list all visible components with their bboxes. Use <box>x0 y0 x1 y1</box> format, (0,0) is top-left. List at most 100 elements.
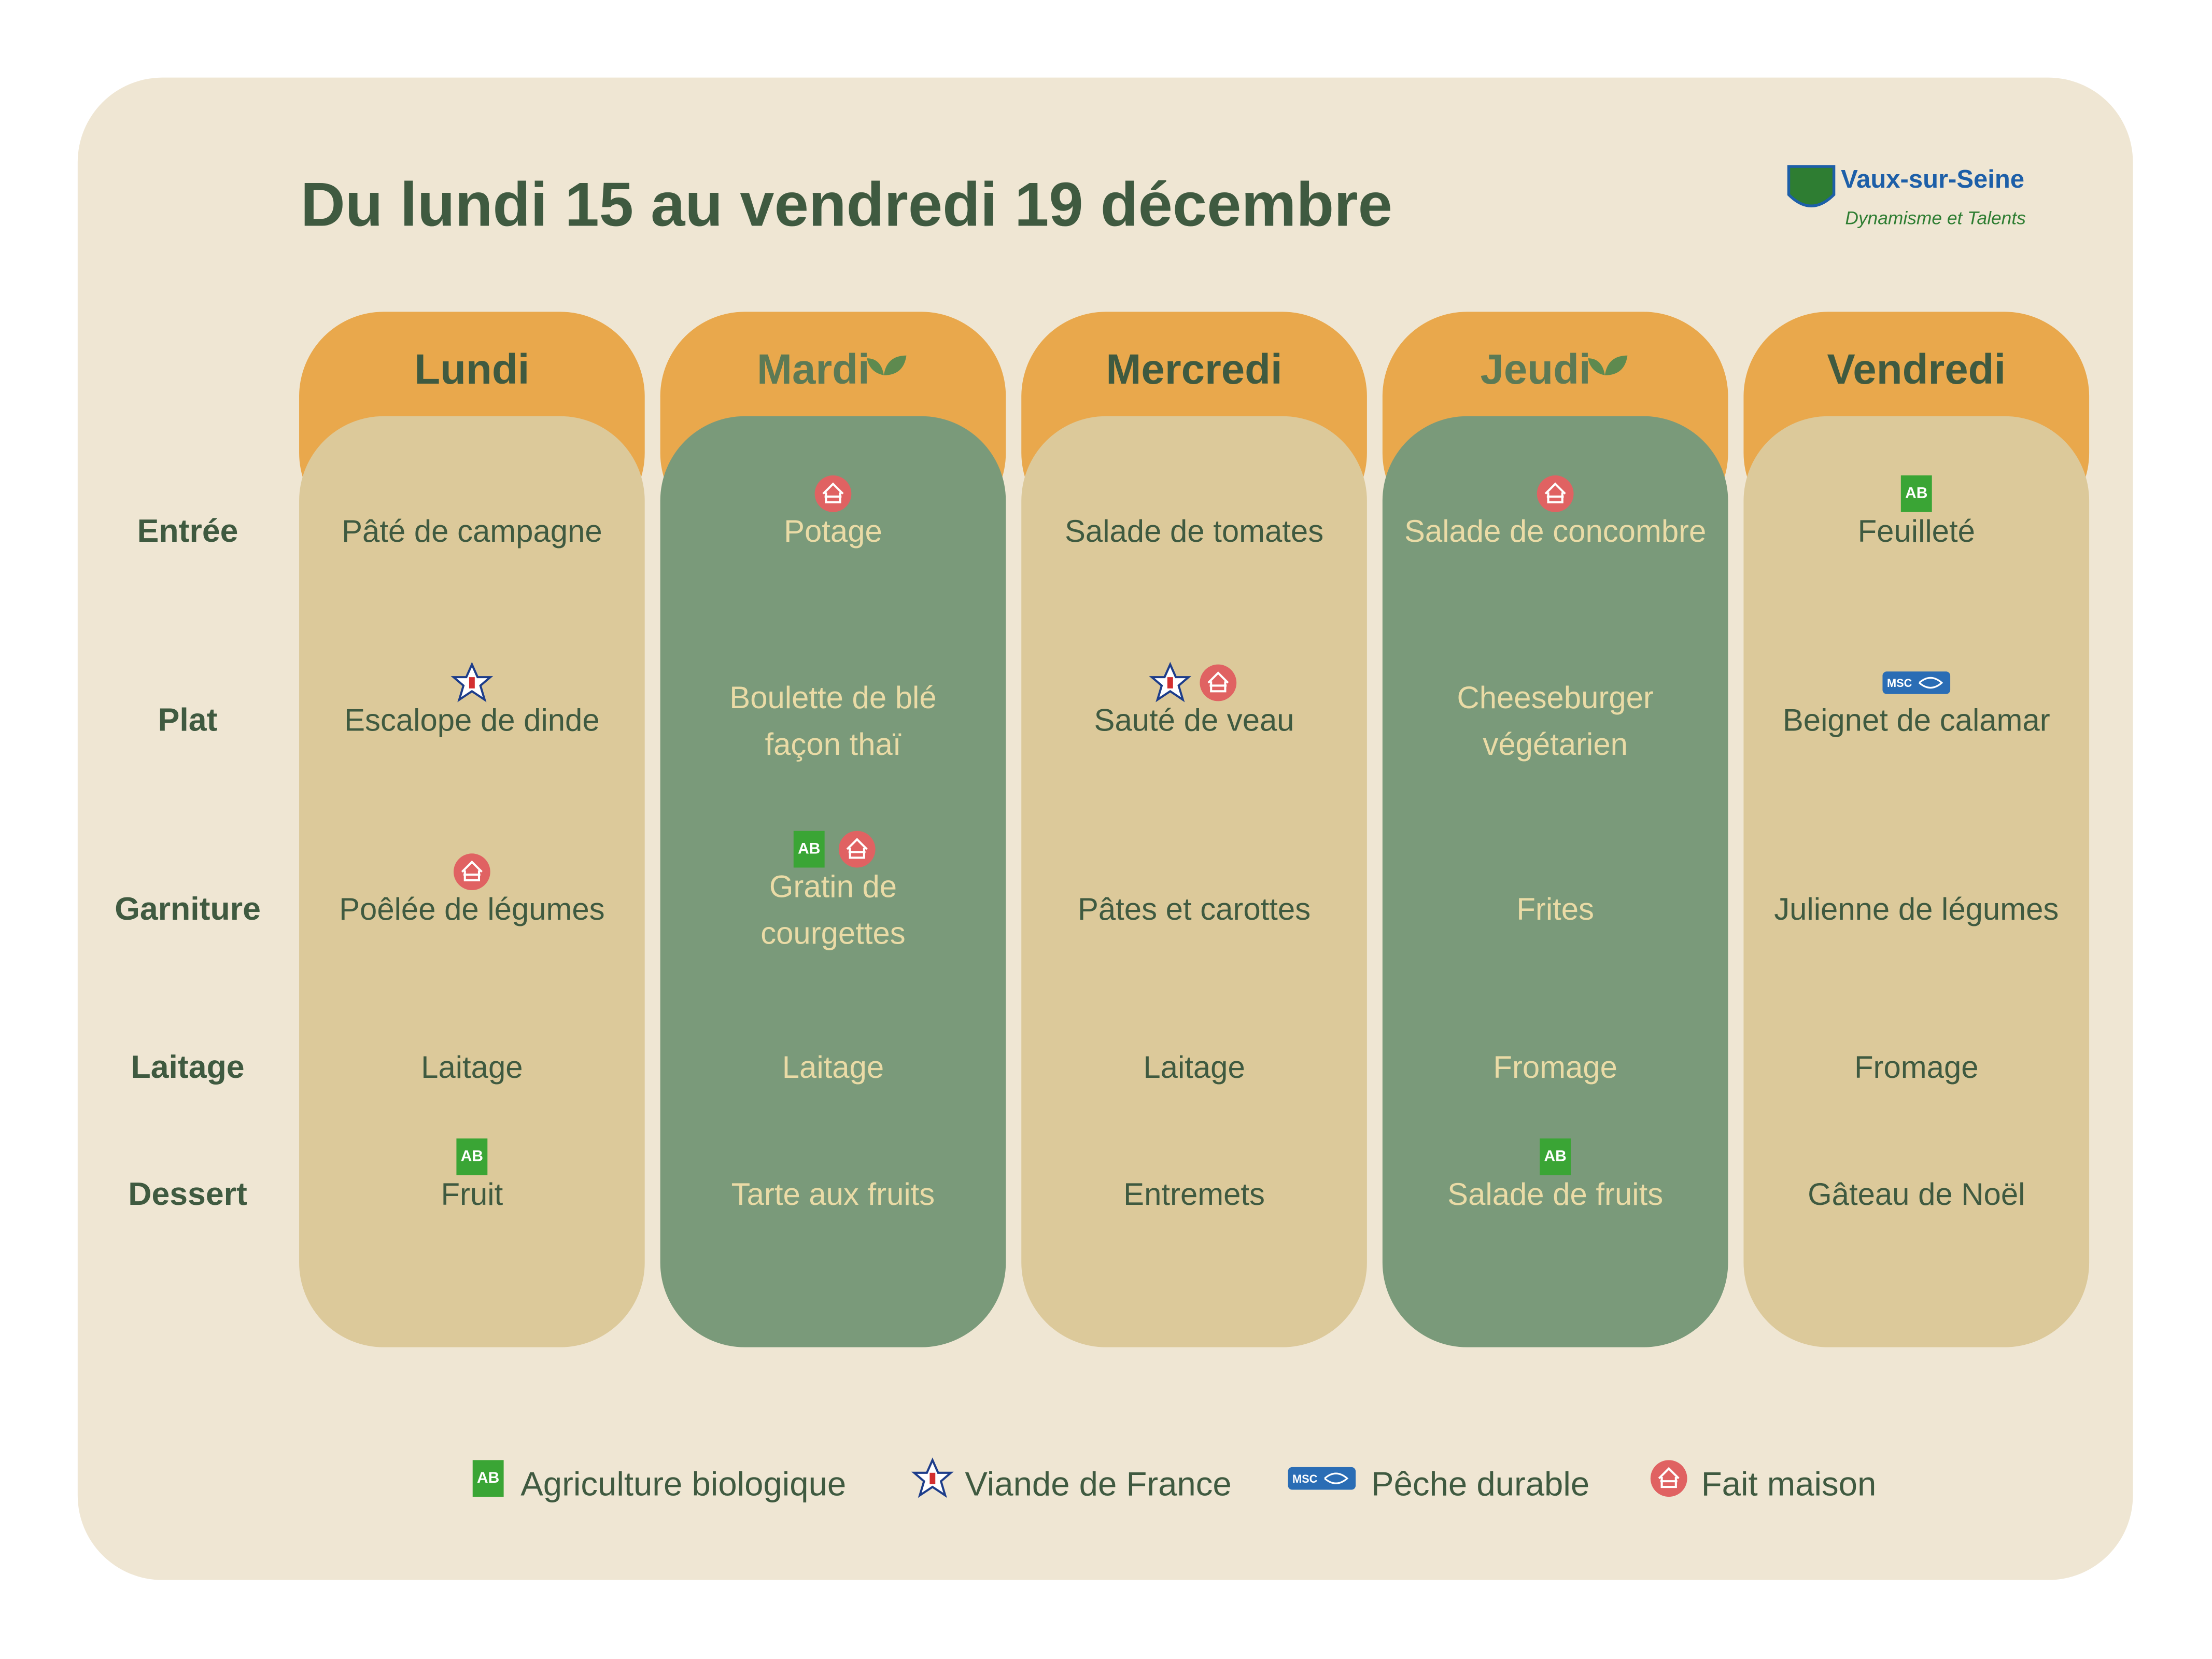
maison-house <box>1544 482 1566 503</box>
dish: Salade de fruits <box>1447 1177 1663 1212</box>
legend-text: Agriculture biologique <box>520 1465 846 1502</box>
dish: Pâté de campagne <box>342 514 602 549</box>
bio-square <box>793 831 825 868</box>
dish: Frites <box>1516 892 1594 926</box>
dish: Escalope de dinde <box>344 703 600 738</box>
maison-house <box>1207 671 1229 693</box>
dish: Fromage <box>1854 1050 1979 1085</box>
day-name: Vendredi <box>1827 346 2006 393</box>
dish: Gâteau de Noël <box>1808 1177 2025 1212</box>
day-name: Jeudi <box>1480 346 1590 393</box>
row-label: Entrée <box>137 513 238 549</box>
day-name: Mardi <box>757 346 870 393</box>
bio-square <box>456 1138 488 1175</box>
maison-house <box>461 860 483 881</box>
label-icon-msc: MSC <box>1288 1467 1356 1490</box>
row-label: Laitage <box>131 1049 245 1085</box>
legend-text: Pêche durable <box>1371 1465 1589 1502</box>
dish: Fromage <box>1493 1050 1617 1085</box>
msc-fish <box>1919 677 1943 689</box>
label-icon-bio: AB <box>1540 1138 1571 1175</box>
label-icon-bio: AB <box>472 1460 504 1497</box>
maison-circle <box>1537 475 1574 512</box>
msc-badge <box>1288 1467 1356 1490</box>
label-icon-bio: AB <box>456 1138 488 1175</box>
dish: Poêlée de légumes <box>339 892 604 926</box>
maison-circle <box>838 831 876 868</box>
label-icon-maison <box>838 831 876 868</box>
msc-mark: MSC <box>1887 677 1912 690</box>
label-icon-maison <box>814 475 852 512</box>
maison-circle <box>814 475 852 512</box>
label-icon-vdf <box>1149 662 1192 702</box>
maison-house <box>1658 1467 1680 1488</box>
day-name: Lundi <box>414 346 529 393</box>
bio-mark: AB <box>798 840 820 857</box>
dish: Laitage <box>421 1050 523 1085</box>
dish: Laitage <box>782 1050 884 1085</box>
label-icon-msc: MSC <box>1882 671 1951 694</box>
label-icon-vdf <box>911 1457 954 1498</box>
label-icon-vdf <box>450 662 494 702</box>
maison-house <box>822 482 844 503</box>
msc-fish <box>1324 1472 1349 1484</box>
bio-square <box>472 1460 504 1497</box>
day-column <box>660 416 1006 1347</box>
label-icon-maison <box>453 853 490 891</box>
day-column <box>1743 416 2090 1347</box>
vdf-stripe <box>1167 677 1173 688</box>
dish: Potage <box>784 514 882 549</box>
label-icon-maison <box>1537 475 1574 512</box>
logo: Vaux-sur-Seine Dynamisme et Talents <box>1787 165 2026 229</box>
dish: Salade de tomates <box>1065 514 1323 549</box>
label-icon-maison <box>1650 1460 1687 1497</box>
legend-text: Viande de France <box>965 1465 1231 1502</box>
day-name: Mercredi <box>1106 346 1282 393</box>
legend-text: Fait maison <box>1701 1465 1876 1502</box>
dish: Beignet de calamar <box>1783 703 2050 738</box>
dish: végétarien <box>1483 727 1628 762</box>
bio-mark: AB <box>1905 485 1927 502</box>
bio-mark: AB <box>477 1469 499 1486</box>
msc-badge <box>1882 671 1951 694</box>
maison-house <box>846 838 868 859</box>
row-label: Garniture <box>115 891 261 927</box>
day-column <box>1382 416 1728 1347</box>
bio-square <box>1540 1138 1571 1175</box>
dish: Salade de concombre <box>1404 514 1706 549</box>
dish: Fruit <box>441 1177 503 1212</box>
day-column <box>1021 416 1367 1347</box>
maison-circle <box>453 853 490 891</box>
vdf-stripe <box>929 1472 936 1484</box>
dish: Julienne de légumes <box>1774 892 2059 926</box>
dish: courgettes <box>760 916 906 950</box>
dish: Cheeseburger <box>1457 680 1653 715</box>
dish: façon thaï <box>765 727 901 762</box>
dish: Entremets <box>1123 1177 1265 1212</box>
vdf-stripe <box>469 677 475 688</box>
dish: Pâtes et carottes <box>1078 892 1311 926</box>
dish: Gratin de <box>769 869 897 904</box>
bio-square <box>1900 475 1932 512</box>
row-label: Plat <box>158 702 218 738</box>
maison-circle <box>1650 1460 1687 1497</box>
logo-shield <box>1787 165 1836 207</box>
bio-mark: AB <box>1544 1147 1567 1164</box>
msc-mark: MSC <box>1292 1472 1318 1485</box>
label-icon-bio: AB <box>1900 475 1932 512</box>
logo-name: Vaux-sur-Seine <box>1841 165 2024 193</box>
dish: Feuilleté <box>1858 514 1975 549</box>
label-icon-bio: AB <box>793 831 825 868</box>
logo-tagline: Dynamisme et Talents <box>1845 208 2026 229</box>
title: Du lundi 15 au vendredi 19 décembre <box>301 170 1392 239</box>
dish: Tarte aux fruits <box>731 1177 935 1212</box>
dish: Laitage <box>1143 1050 1245 1085</box>
dish: Boulette de blé <box>729 680 936 715</box>
row-label: Dessert <box>128 1176 247 1212</box>
maison-circle <box>1200 664 1237 701</box>
bio-mark: AB <box>461 1147 483 1164</box>
veg-leaf <box>867 355 907 375</box>
dish: Sauté de veau <box>1094 703 1294 738</box>
veg-leaf <box>1588 355 1628 375</box>
